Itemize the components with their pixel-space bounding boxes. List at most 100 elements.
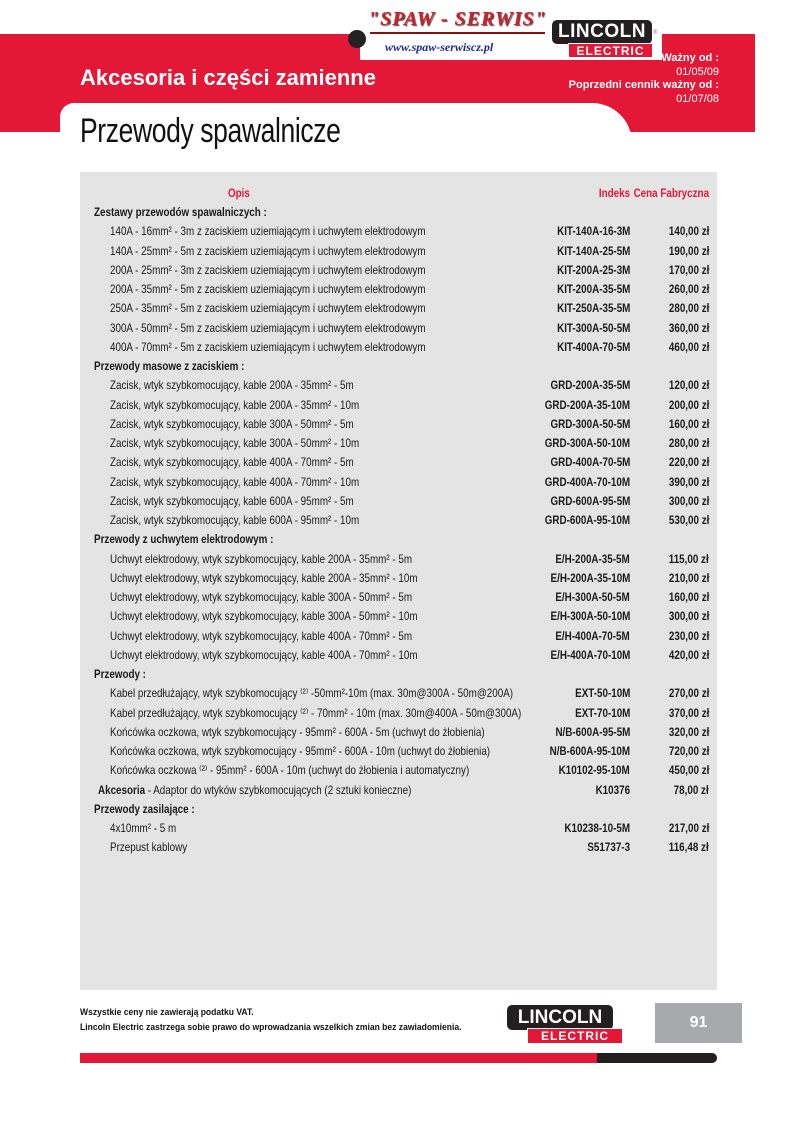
row-price: 280,00 zł	[668, 301, 709, 316]
table-row: 140A - 16mm² - 3m z zaciskiem uziemiając…	[80, 222, 717, 241]
row-price: 360,00 zł	[668, 320, 709, 335]
row-desc-text: - Adaptor do wtyków szybkomocujących (2 …	[145, 782, 412, 797]
row-description: Zacisk, wtyk szybkomocujący, kable 300A …	[110, 436, 360, 450]
row-index: E/H-300A-50-10M	[550, 609, 630, 624]
table-header: Opis Indeks Cena Fabryczna	[80, 184, 717, 203]
table-row: 250A - 35mm² - 5m z zaciskiem uziemiając…	[80, 299, 717, 318]
valid-date: 01/05/09	[676, 65, 719, 78]
row-description: 400A - 70mm² - 5m z zaciskiem uziemiając…	[110, 339, 426, 354]
row-price: 530,00 zł	[668, 513, 709, 527]
row-price: 390,00 zł	[668, 474, 709, 489]
footer-lincoln-logo-top: LINCOLN	[507, 1005, 613, 1030]
row-description: 200A - 25mm² - 3m z zaciskiem uziemiając…	[110, 262, 426, 277]
row-description: Końcówka oczkowa, wtyk szybkomocujący - …	[110, 724, 485, 739]
row-description: 140A - 25mm² - 5m z zaciskiem uziemiając…	[110, 243, 426, 258]
row-description: 200A - 35mm² - 5m z zaciskiem uziemiając…	[110, 282, 426, 296]
company-url[interactable]: www.spaw-serwiscz.pl	[385, 40, 494, 54]
table-row: 140A - 25mm² - 5m z zaciskiem uziemiając…	[80, 242, 717, 261]
row-description: Zacisk, wtyk szybkomocujący, kable 600A …	[110, 513, 360, 527]
table-row: Akcesoria - Adaptor do wtyków szybkomocu…	[80, 781, 717, 800]
table-row: Uchwyt elektrodowy, wtyk szybkomocujący,…	[80, 569, 717, 588]
table-row: Zacisk, wtyk szybkomocujący, kable 200A …	[80, 376, 717, 395]
section-row: Zestawy przewodów spawalniczych :	[80, 203, 717, 222]
table-row: Końcówka oczkowa ⁽²⁾ - 95mm² - 600A - 10…	[80, 761, 717, 780]
table-row: 300A - 50mm² - 5m z zaciskiem uziemiając…	[80, 319, 717, 338]
table-row: Uchwyt elektrodowy, wtyk szybkomocujący,…	[80, 550, 717, 569]
row-description: Końcówka oczkowa ⁽²⁾ - 95mm² - 600A - 10…	[110, 763, 470, 778]
row-index: K10376	[595, 782, 630, 797]
row-price: 160,00 zł	[668, 590, 709, 604]
row-index: KIT-140A-25-5M	[556, 243, 630, 258]
row-price: 420,00 zł	[668, 647, 709, 662]
row-description: Przewody zasilające :	[94, 801, 195, 816]
table-row: Zacisk, wtyk szybkomocujący, kable 300A …	[80, 415, 717, 434]
lincoln-logo-top: LINCOLN	[552, 20, 652, 44]
table-row: Uchwyt elektrodowy, wtyk szybkomocujący,…	[80, 627, 717, 646]
row-description: Końcówka oczkowa, wtyk szybkomocujący - …	[110, 744, 491, 758]
table-row: 4x10mm² - 5 m K10238-10-5M 217,00 zł	[80, 819, 717, 838]
row-description: Zacisk, wtyk szybkomocujący, kable 600A …	[110, 493, 354, 508]
validity-info: Ważny od : 01/05/09 Poprzedni cennik waż…	[569, 52, 719, 106]
row-index: E/H-400A-70-5M	[555, 628, 630, 643]
table-row: Uchwyt elektrodowy, wtyk szybkomocujący,…	[80, 646, 717, 665]
table-row: 400A - 70mm² - 5m z zaciskiem uziemiając…	[80, 338, 717, 357]
table-row: Zacisk, wtyk szybkomocujący, kable 600A …	[80, 511, 717, 530]
table-row: Zacisk, wtyk szybkomocujący, kable 400A …	[80, 473, 717, 492]
row-price: 220,00 zł	[668, 455, 709, 470]
section-row: Przewody zasilające :	[80, 800, 717, 819]
footer-lincoln-logo-bottom: ELECTRIC	[527, 1028, 623, 1044]
row-description: 300A - 50mm² - 5m z zaciskiem uziemiając…	[110, 320, 426, 335]
registered-mark: ®	[653, 30, 658, 36]
table-row: Uchwyt elektrodowy, wtyk szybkomocujący,…	[80, 607, 717, 626]
row-price: 450,00 zł	[668, 763, 709, 778]
row-index: E/H-200A-35-10M	[550, 570, 630, 585]
row-index: S51737-3	[587, 840, 630, 855]
row-price: 210,00 zł	[668, 570, 709, 585]
row-description: Uchwyt elektrodowy, wtyk szybkomocujący,…	[110, 647, 418, 662]
row-description: 140A - 16mm² - 3m z zaciskiem uziemiając…	[110, 224, 426, 239]
row-price: 78,00 zł	[673, 782, 709, 797]
table-row: Zacisk, wtyk szybkomocujący, kable 400A …	[80, 453, 717, 472]
row-index: E/H-300A-50-5M	[555, 590, 630, 604]
row-price: 370,00 zł	[668, 705, 709, 720]
valid-label: Ważny od :	[661, 52, 719, 64]
prev-label: Poprzedni cennik ważny od :	[568, 79, 719, 91]
row-description: Zacisk, wtyk szybkomocujący, kable 400A …	[110, 455, 354, 470]
row-description: 4x10mm² - 5 m	[110, 821, 177, 835]
row-price: 115,00 zł	[669, 551, 709, 566]
page-number: 91	[655, 1003, 742, 1043]
page-title: Przewody spawalnicze	[80, 112, 341, 150]
row-description: Zacisk, wtyk szybkomocujący, kable 200A …	[110, 378, 354, 393]
footer-disclaimer: Lincoln Electric zastrzega sobie prawo d…	[80, 1022, 462, 1033]
row-price: 190,00 zł	[668, 243, 709, 258]
row-index: GRD-600A-95-5M	[550, 493, 630, 508]
row-index: GRD-600A-95-10M	[544, 513, 630, 527]
row-price: 160,00 zł	[668, 416, 709, 431]
row-description: Przepust kablowy	[110, 840, 188, 855]
row-price: 116,48 zł	[669, 840, 709, 855]
table-row: 200A - 25mm² - 3m z zaciskiem uziemiając…	[80, 261, 717, 280]
row-index: GRD-300A-50-5M	[550, 416, 630, 431]
row-description: Zacisk, wtyk szybkomocujący, kable 400A …	[110, 474, 360, 489]
row-index: K10238-10-5M	[564, 821, 630, 835]
row-price: 120,00 zł	[668, 378, 709, 393]
table-row: Zacisk, wtyk szybkomocujący, kable 200A …	[80, 396, 717, 415]
table-row: Uchwyt elektrodowy, wtyk szybkomocujący,…	[80, 588, 717, 607]
row-description: Przewody :	[94, 667, 146, 681]
section-row: Przewody z uchwytem elektrodowym :	[80, 530, 717, 549]
row-label: Akcesoria	[98, 782, 146, 797]
footer-notes: Wszystkie ceny nie zawierają podatku VAT…	[80, 1005, 462, 1035]
table-row: Kabel przedłużający, wtyk szybkomocujący…	[80, 704, 717, 723]
row-description: Akcesoria - Adaptor do wtyków szybkomocu…	[98, 781, 411, 800]
section-row: Przewody :	[80, 665, 717, 684]
price-table: Opis Indeks Cena Fabryczna Zestawy przew…	[80, 172, 717, 990]
row-price: 140,00 zł	[668, 224, 709, 239]
row-description: Kabel przedłużający, wtyk szybkomocujący…	[110, 686, 514, 701]
row-price: 230,00 zł	[668, 628, 709, 643]
row-price: 280,00 zł	[668, 436, 709, 450]
row-index: GRD-200A-35-5M	[550, 378, 630, 393]
footer-vat: Wszystkie ceny nie zawierają podatku VAT…	[80, 1007, 254, 1018]
table-row: Końcówka oczkowa, wtyk szybkomocujący - …	[80, 742, 717, 761]
title-tab	[60, 103, 632, 163]
row-index: E/H-400A-70-10M	[550, 647, 630, 662]
